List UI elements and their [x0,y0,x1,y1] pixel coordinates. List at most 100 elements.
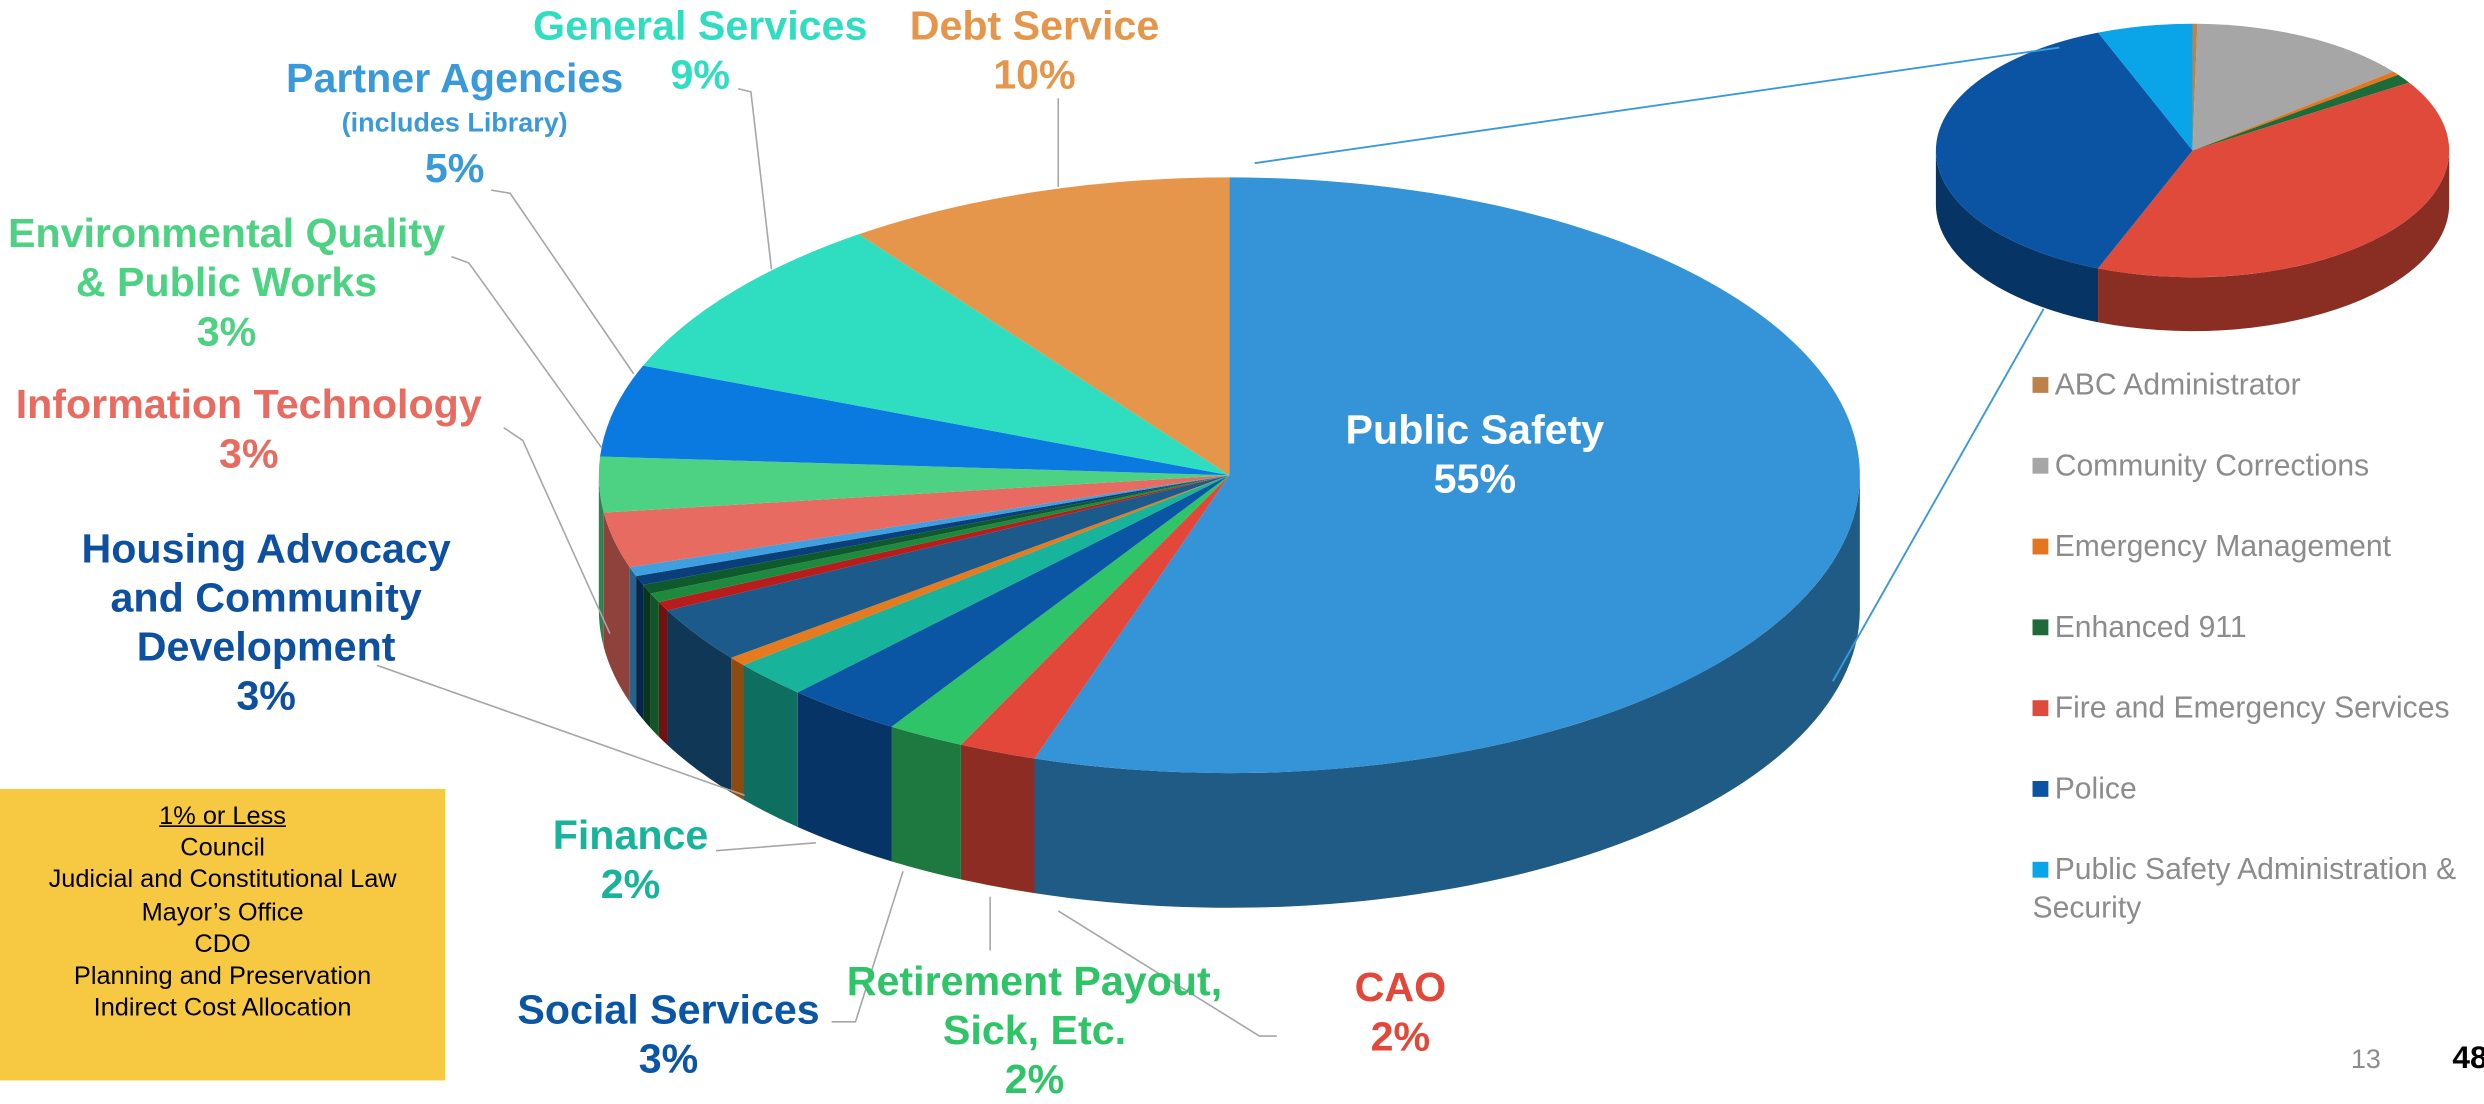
slice [2192,23,2198,151]
slice-side [1935,150,2099,323]
legend-item: Enhanced 911 [2032,610,2484,648]
leader-line [715,842,816,852]
slice-side [743,665,798,828]
value-label: 3% [236,671,296,720]
slice-side [643,584,651,729]
slice [731,475,1230,666]
connector-line [1254,46,2060,165]
annotation: (includes Library) [341,107,568,138]
slice-label: Public Safety 55% [1237,406,1712,504]
legend-item: Public Safety Administration & Security [2032,852,2484,928]
category-label: Finance [552,811,709,859]
slice [891,475,1230,745]
slice [1034,177,1860,774]
slice-label: CAO 2% [1305,963,1495,1061]
value-label: 9% [670,50,730,99]
slice [658,475,1230,611]
category-label: Debt Service [909,1,1160,50]
slice-side [598,475,604,648]
category-label: Information Technology [15,380,482,428]
slice-side [1034,475,1860,908]
slice [743,475,1230,693]
box-item: Judicial and Constitutional Law [48,867,397,895]
category-label: Partner Agencies [286,53,624,102]
leader-line [831,871,904,1023]
slice [2098,23,2193,151]
legend-swatch [2032,700,2049,717]
slice [2192,71,2399,151]
slice [2098,82,2450,278]
legend-item: ABC Administrator [2032,368,2484,406]
category-label: Environmental Quality & Public Works [7,209,446,306]
slice [650,475,1230,603]
leader-line [490,189,635,375]
legend-swatch [2032,377,2049,393]
slice [598,456,1230,513]
value-label: 5% [424,144,485,192]
slice [960,475,1230,759]
value-label: 3% [638,1034,699,1083]
category-label: Housing Advocacy and Community Developme… [81,524,451,671]
slice [858,177,1230,476]
value-label: 3% [196,307,257,355]
leader-line [451,255,603,449]
connector-line [1832,308,2045,682]
slice-side [658,602,668,746]
box-title: 1% or Less [159,803,286,831]
slice-label: Debt Service 10% [876,2,1193,100]
legend-label: Fire and Emergency Services [2054,692,2450,726]
box-item: Mayor’s Office [141,899,304,927]
value-label: 10% [993,50,1076,99]
slice [643,475,1230,594]
box-item: Planning and Preservation [73,963,372,991]
small-items-box: 1% or Less Council Judicial and Constitut… [0,788,446,1081]
category-label: Retirement Payout, Sick, Etc. [846,956,1223,1054]
category-label: CAO [1354,963,1447,1011]
slice-side [636,576,644,720]
slice [600,365,1230,476]
slice-side [2098,150,2450,332]
leader-line [1057,910,1277,1037]
legend-swatch [2032,538,2049,555]
legend-item: Fire and Emergency Services [2032,691,2484,729]
category-label: Social Services [517,985,820,1033]
legend-item: Community Corrections [2032,448,2484,486]
slice-side [891,726,961,880]
slice [1935,32,2193,269]
slide-number: 48 [2452,1040,2484,1076]
slice-label: Finance 2% [512,811,750,909]
slice-side [667,610,732,793]
category-label: Public Safety [1345,405,1605,454]
legend-swatch [2032,619,2049,636]
legend-swatch [2032,861,2049,878]
slice [2192,23,2394,151]
slice-label: Social Services 3% [494,985,843,1083]
box-item: CDO [194,931,251,959]
legend-item: Police [2032,772,2484,810]
legend-swatch [2032,457,2049,474]
legend-label: ABC Administrator [2054,369,2301,403]
page-number: 13 [2350,1043,2381,1075]
legend-label: Emergency Management [2054,530,2392,564]
slice [643,234,1230,476]
box-item: Indirect Cost Allocation [93,995,352,1023]
value-label: 3% [218,429,279,477]
slice-label: Information Technology 3% [0,380,502,478]
leader-line [376,664,745,797]
slice [797,475,1230,727]
legend-label: Community Corrections [2054,449,2370,484]
slice-side [731,657,744,800]
slice-side [650,593,659,737]
value-label: 2% [600,860,661,908]
slice-side [960,744,1035,894]
slice-label: Housing Advocacy and Community Developme… [52,524,480,720]
legend-label: Public Safety Administration & Security [2032,853,2457,926]
legend-item: Emergency Management [2032,529,2484,567]
value-label: 2% [1004,1055,1065,1103]
slice-side [797,692,892,862]
slice-label: General Services 9% [510,2,890,100]
box-item: Council [180,835,265,863]
slice-side [603,512,630,702]
slice-side [629,567,637,711]
